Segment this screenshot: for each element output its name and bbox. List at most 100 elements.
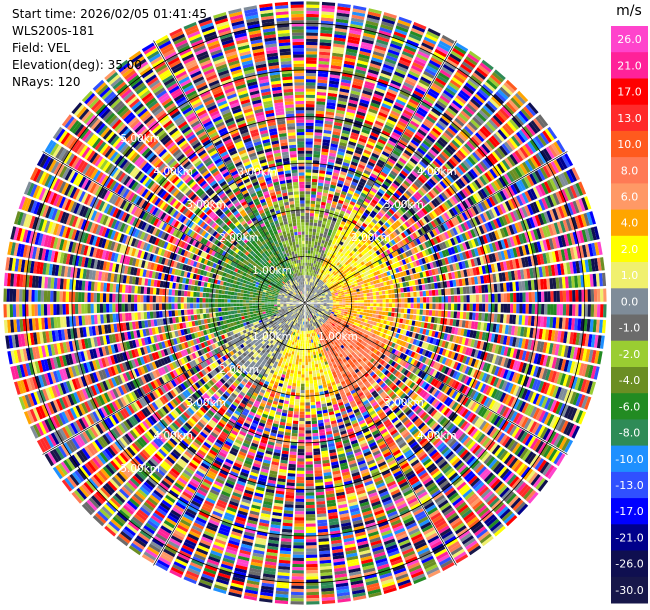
radar-bin [390,206,397,213]
radar-bin [305,116,314,120]
radar-bin [422,290,427,297]
radar-bin [376,303,380,307]
radar-bin [339,174,346,179]
radar-bin [425,290,430,297]
radar-bin [368,69,379,75]
radar-bin [312,295,315,298]
radar-bin [416,201,423,209]
radar-bin [329,305,333,308]
radar-bin [428,178,437,186]
radar-bin [596,288,601,302]
radar-bin [380,24,394,31]
radar-bin [364,146,373,153]
radar-bin [361,38,374,45]
radar-bin [324,123,333,128]
radar-bin [356,186,363,192]
radar-bin [305,290,307,294]
radar-bin [319,262,323,266]
radar-bin [307,298,310,301]
radar-bin [311,244,314,248]
radar-bin [409,141,418,150]
radar-bin [503,141,514,153]
radar-bin [418,219,425,227]
radar-bin [424,169,432,178]
radar-bin [316,290,320,294]
radar-bin [336,281,340,285]
radar-bin [393,192,401,199]
radar-bin [382,299,386,303]
radar-bin [443,148,452,158]
radar-bin [309,281,311,285]
radar-bin [417,128,427,137]
radar-bin [370,132,379,138]
radar-bin [337,202,343,208]
radar-bin [305,284,307,288]
radar-bin [320,243,324,247]
radar-bin [341,79,352,84]
radar-bin [365,257,370,263]
radar-bin [431,199,438,208]
radar-bin [449,53,462,63]
radar-bin [356,111,366,117]
radar-bin [329,74,340,79]
radar-bin [522,145,532,157]
radar-bin [345,195,352,201]
radar-bin [330,184,336,189]
radar-bin [376,236,382,242]
radar-bin [360,303,365,306]
radar-bin [320,291,324,294]
radar-bin [402,204,409,211]
radar-bin [413,223,420,230]
radar-bin [494,164,503,176]
radar-bin [372,288,376,292]
radar-bin [338,259,343,264]
radar-bin [316,98,326,102]
radar-bin [330,278,334,282]
radar-bin [373,167,381,174]
radar-bin [342,267,346,272]
radar-bin [360,44,373,51]
radar-bin [375,255,381,261]
radar-bin [315,293,318,297]
radar-bin [395,144,405,152]
radar-bin [423,195,431,203]
radar-bin [420,123,431,132]
radar-bin [342,218,347,223]
radar-bin [388,173,396,180]
radar-bin [373,233,379,239]
radar-bin [501,159,511,170]
radar-bin [462,174,471,184]
radar-bin [332,306,336,308]
radar-bin [383,230,390,237]
radar-bin [376,295,380,299]
radar-bin [569,290,573,302]
radar-bin [367,303,371,307]
radar-bin [314,126,323,130]
radar-bin [332,198,339,203]
radar-bin [448,82,460,91]
radar-bin [355,66,367,72]
radar-bin [453,45,467,55]
radar-bin [373,216,380,222]
radar-bin [365,234,371,239]
radar-bin [306,26,319,30]
radar-bin [508,137,519,149]
radar-bin [441,213,448,222]
radar-bin [354,300,358,303]
radar-bin [330,250,335,255]
radar-bin [317,242,321,246]
radar-bin [363,296,368,300]
radar-bin [336,229,342,234]
radar-bin [374,90,385,97]
radar-bin [391,215,398,222]
radar-bin [438,72,450,81]
radar-bin [339,233,344,239]
radar-bin [316,285,319,289]
radar-bin [324,257,328,262]
radar-bin [421,207,428,215]
radar-bin [309,285,312,289]
radar-bin [314,284,317,288]
radar-bin [437,182,445,191]
radar-bin [309,216,314,220]
radar-bin [465,286,470,294]
